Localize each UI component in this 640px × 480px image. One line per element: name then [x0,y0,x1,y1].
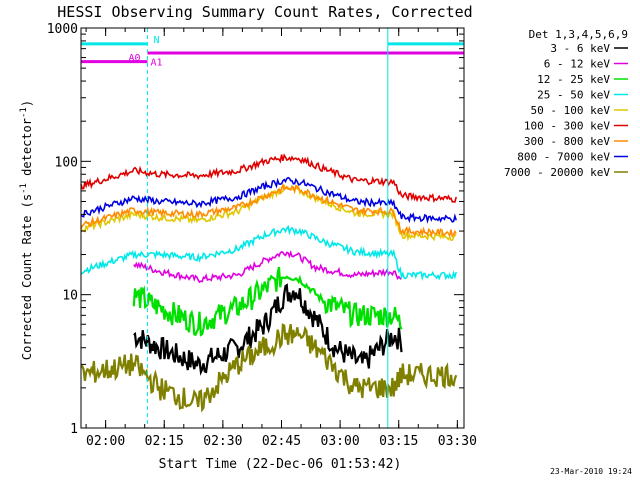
legend-entry-label: 3 - 6 keV [550,42,610,55]
legend-entry-label: 300 - 800 keV [524,135,610,148]
y-axis-label-sup1: -1 [19,183,29,194]
state-bar-label: N [153,35,159,46]
legend-title: Det 1,3,4,5,6,9 [529,28,628,41]
series-line [133,250,402,284]
state-bar-label: A1 [150,58,162,69]
series-line [132,266,403,337]
series-line [80,153,457,204]
x-tick-label: 02:00 [86,434,125,449]
legend-entry-label: 100 - 300 keV [524,120,610,133]
x-tick-label: 02:15 [145,434,184,449]
y-axis-label-end: ) [20,100,34,107]
series-line [80,323,458,413]
legend-entry-label: 800 - 7000 keV [517,151,610,164]
legend-entry-label: 12 - 25 keV [537,73,610,86]
y-axis-label-sup2: -1 [19,107,29,118]
y-tick-label: 100 [55,155,78,170]
series-line [80,224,457,282]
x-tick-label: 02:45 [262,434,301,449]
state-bar-label: A0 [128,53,140,64]
timestamp: 23-Mar-2010 19:24 [550,467,632,476]
series-layer [80,153,458,413]
legend-entry-label: 6 - 12 keV [544,58,611,71]
y-axis-label-mid: detector [20,118,34,183]
x-tick-label: 02:30 [203,434,242,449]
y-axis-label-main: Corrected Count Rate (s [20,194,34,360]
axis-layer: 1 10 100 1000 02:00 02:15 02:30 02:45 03:00 03:15… [47,22,477,449]
series-line [133,283,403,376]
series-line [80,183,457,238]
legend-entry-label: 25 - 50 keV [537,89,610,102]
legend: Det 1,3,4,5,6,9 3 - 6 keV 6 - 12 keV 12 - … [504,28,628,179]
y-tick-label: 1 [70,422,78,437]
y-tick-label: 1000 [47,22,78,37]
series-line [80,176,457,224]
x-tick-label: 03:30 [438,434,477,449]
x-tick-label: 03:00 [321,434,360,449]
legend-entry-label: 7000 - 20000 keV [504,166,610,179]
y-axis-label: Corrected Count Rate (s-1 detector-1) [19,100,34,360]
x-axis-label: Start Time (22-Dec-06 01:53:42) [159,457,402,472]
legend-entry-label: 50 - 100 keV [531,104,611,117]
chart-title: HESSI Observing Summary Count Rates, Cor… [57,3,472,21]
x-tick-label: 03:15 [379,434,418,449]
y-tick-label: 10 [62,289,78,304]
plot-frame [80,27,465,429]
